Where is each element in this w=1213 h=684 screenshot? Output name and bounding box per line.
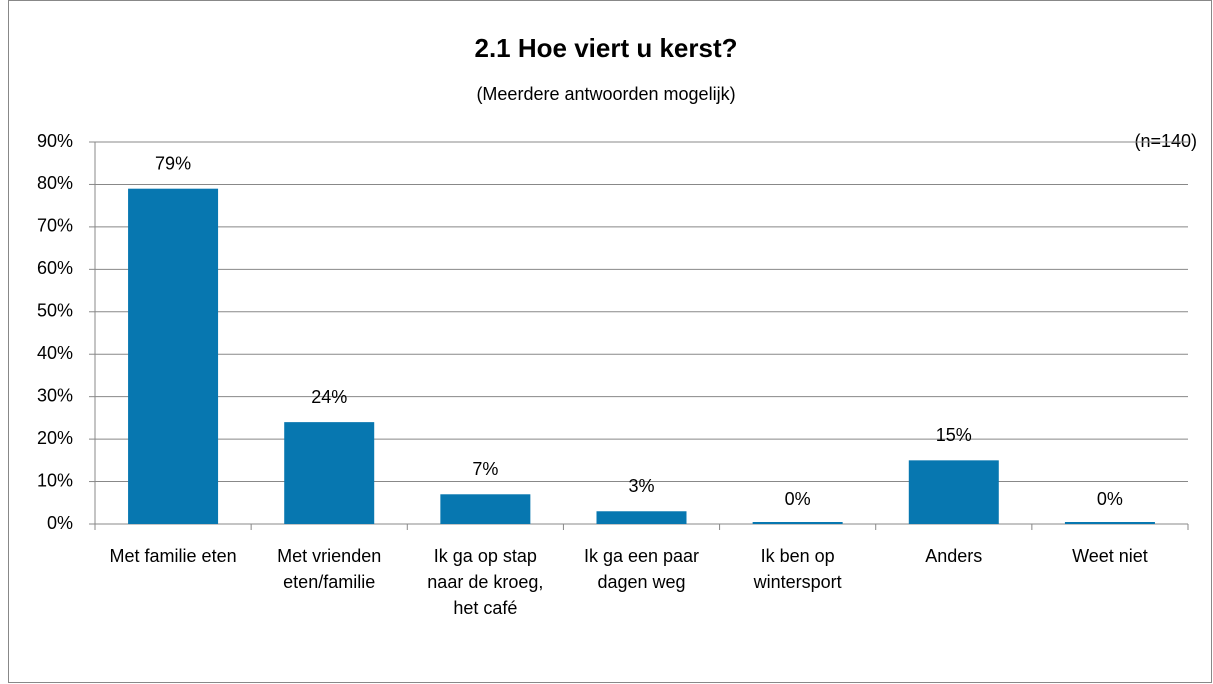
chart-subtitle: (Meerdere antwoorden mogelijk)	[476, 84, 735, 104]
bar	[440, 494, 531, 524]
value-label: 3%	[628, 476, 654, 496]
annotation: (n=140)	[1134, 131, 1197, 151]
x-tick-label: Met familie eten	[109, 546, 237, 566]
y-tick-label: 60%	[37, 258, 73, 278]
bar	[1064, 522, 1155, 524]
y-tick-label: 40%	[37, 343, 73, 363]
y-tick-label: 70%	[37, 216, 73, 236]
x-tick-label: Anders	[925, 546, 983, 566]
bar	[596, 511, 687, 524]
x-tick-label: Ik ben op wintersport	[753, 546, 842, 592]
value-label: 0%	[785, 489, 811, 509]
value-label: 79%	[155, 153, 191, 173]
y-tick-label: 50%	[37, 301, 73, 321]
value-label: 7%	[472, 459, 498, 479]
y-tick-label: 10%	[37, 470, 73, 490]
bar	[752, 522, 843, 524]
value-label: 24%	[311, 387, 347, 407]
x-tick-label: Ik ga een paar dagen weg	[583, 546, 700, 592]
chart-title: 2.1 Hoe viert u kerst?	[475, 33, 738, 63]
x-tick-label: Ik ga op stap naar de kroeg, het café	[427, 546, 544, 618]
bar	[908, 460, 999, 524]
y-tick-label: 30%	[37, 385, 73, 405]
value-label: 15%	[936, 425, 972, 445]
y-tick-label: 20%	[37, 428, 73, 448]
x-tick-label: Met vrienden eten/familie	[277, 546, 382, 592]
value-label: 0%	[1097, 489, 1123, 509]
bar	[128, 188, 219, 524]
bar	[284, 422, 375, 524]
x-tick-label: Weet niet	[1072, 546, 1148, 566]
y-tick-label: 80%	[37, 173, 73, 193]
y-tick-label: 0%	[47, 513, 73, 533]
y-tick-label: 90%	[37, 131, 73, 151]
